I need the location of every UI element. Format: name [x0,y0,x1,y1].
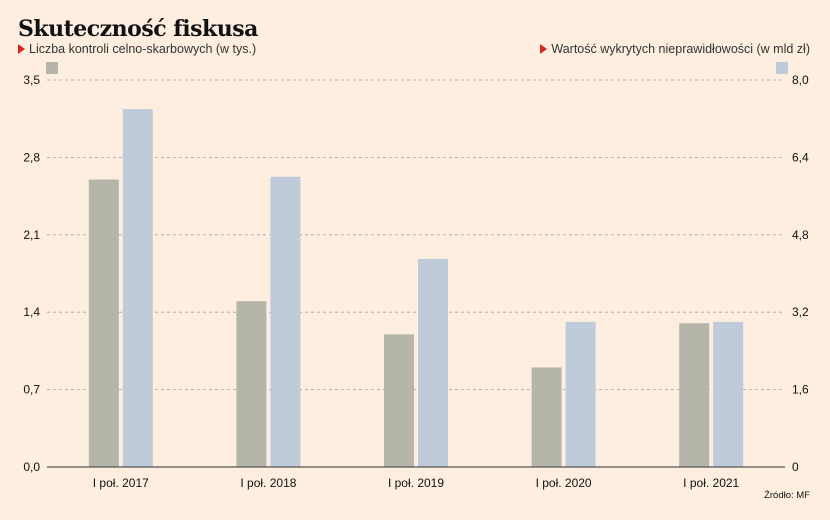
x-tick-label: I poł. 2020 [536,476,592,490]
bar-series1 [531,367,562,467]
bar-series2 [122,109,153,468]
x-tick-label: I poł. 2019 [388,476,444,490]
y-left-tick-label: 2,1 [23,228,40,242]
y-left-tick-label: 1,4 [23,305,40,319]
bar-series1 [236,301,267,467]
y-left-tick-label: 0,0 [23,460,40,474]
chart-title: Skuteczność fiskusa [18,16,258,42]
bar-series1 [88,179,119,467]
triangle-marker-icon [18,44,25,54]
triangle-marker-icon [540,44,548,54]
y-right-tick-label: 6,4 [792,150,809,164]
y-right-tick-label: 4,8 [792,228,809,242]
legend-swatch-series1 [46,62,58,74]
y-left-tick-label: 0,7 [23,383,40,397]
bar-series2 [418,258,448,467]
source-note: Źródło: MF [764,490,810,501]
y-left-tick-label: 2,8 [23,150,40,164]
y-left-tick-label: 3,5 [23,73,40,87]
x-tick-label: I poł. 2017 [93,476,149,490]
bar-series2 [270,176,301,467]
bar-series2 [565,321,596,467]
x-tick-label: I poł. 2021 [683,476,739,490]
y-right-tick-label: 3,2 [792,305,809,319]
x-tick-label: I poł. 2018 [240,476,296,490]
y-right-tick-label: 0 [792,460,799,474]
legend-swatch-series2 [776,62,788,74]
bar-series2 [713,321,744,467]
y-right-tick-label: 1,6 [792,383,809,397]
bar-series1 [384,334,414,467]
legend-right: Wartość wykrytych nieprawidłowości (w ml… [540,42,810,56]
legend-left: Liczba kontroli celno-skarbowych (w tys.… [18,42,256,56]
legend-left-label: Liczba kontroli celno-skarbowych (w tys.… [29,42,257,56]
legend-right-label: Wartość wykrytych nieprawidłowości (w ml… [551,42,810,56]
y-right-tick-label: 8,0 [792,73,809,87]
bar-series1 [679,323,710,467]
